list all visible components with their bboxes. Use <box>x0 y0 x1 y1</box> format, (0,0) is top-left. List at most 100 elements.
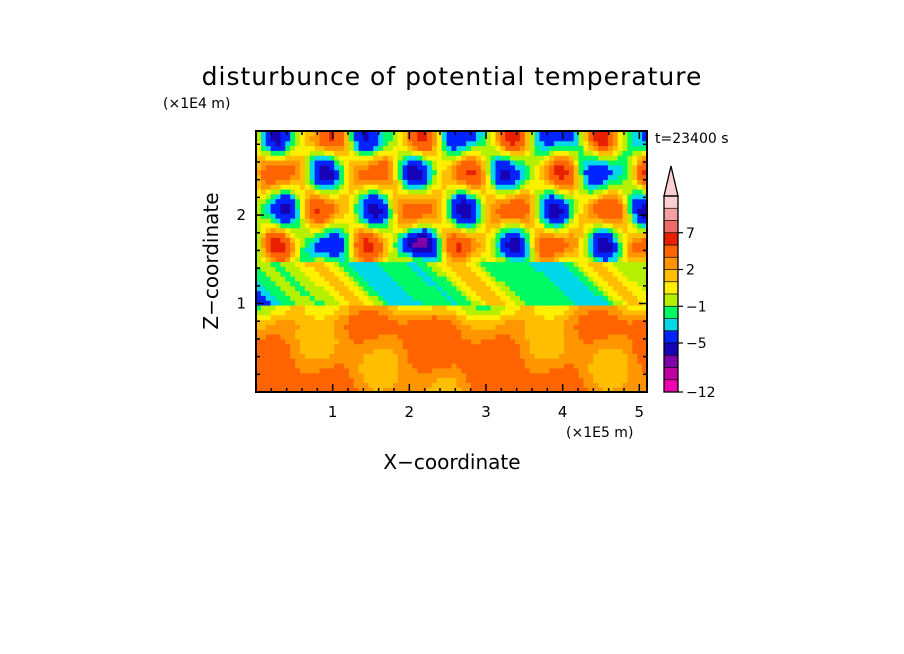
heatmap-cell <box>637 213 643 219</box>
heatmap-cell <box>441 290 448 296</box>
heatmap-cell <box>427 135 433 142</box>
heatmap-cell <box>343 169 350 176</box>
heatmap-cell <box>495 140 501 147</box>
heatmap-cell <box>588 343 594 350</box>
heatmap-cell <box>309 164 316 171</box>
heatmap-cell <box>480 160 487 166</box>
heatmap-cell <box>358 290 365 296</box>
heatmap-cell <box>343 367 350 374</box>
heatmap-cell <box>368 334 374 340</box>
heatmap-cell <box>387 295 394 301</box>
heatmap-cell <box>529 247 536 253</box>
heatmap-cell <box>407 189 413 195</box>
heatmap-cell <box>407 266 413 272</box>
heatmap-cell <box>270 184 277 190</box>
heatmap-cell <box>637 242 643 248</box>
heatmap-cell <box>549 343 555 350</box>
heatmap-cell <box>363 135 370 142</box>
heatmap-cell <box>275 232 282 238</box>
heatmap-cell <box>637 184 643 190</box>
heatmap-cell <box>583 131 589 137</box>
heatmap-cell <box>383 222 389 229</box>
heatmap-cell <box>588 242 594 248</box>
heatmap-cell <box>495 363 501 369</box>
heatmap-cell <box>549 382 555 388</box>
heatmap-cell <box>573 140 580 147</box>
heatmap-cell <box>373 140 379 147</box>
heatmap-cell <box>622 314 629 321</box>
heatmap-cell <box>363 242 370 248</box>
heatmap-cell <box>573 324 580 330</box>
heatmap-cell <box>260 271 267 277</box>
heatmap-cell <box>485 140 492 147</box>
heatmap-cell <box>427 155 433 161</box>
heatmap-cell <box>607 256 614 263</box>
heatmap-cell <box>534 218 541 224</box>
heatmap-cell <box>265 145 272 151</box>
heatmap-cell <box>563 213 570 219</box>
heatmap-cell <box>270 276 277 282</box>
heatmap-cell <box>407 232 413 238</box>
heatmap-cell <box>603 358 609 364</box>
heatmap-cell <box>407 140 413 147</box>
heatmap-cell <box>456 237 462 243</box>
heatmap-cell <box>598 184 604 190</box>
heatmap-cell <box>407 213 413 219</box>
heatmap-cell <box>295 276 301 282</box>
heatmap-cell <box>270 242 277 248</box>
heatmap-cell <box>402 222 409 229</box>
heatmap-cell <box>358 367 365 374</box>
heatmap-cell <box>309 261 316 267</box>
heatmap-cell <box>583 276 589 282</box>
heatmap-cell <box>534 261 541 267</box>
heatmap-cell <box>295 358 301 364</box>
heatmap-cell <box>412 276 418 282</box>
heatmap-cell <box>427 348 433 354</box>
heatmap-cell <box>309 329 316 335</box>
heatmap-cell <box>480 319 487 325</box>
heatmap-cell <box>314 334 321 340</box>
heatmap-cell <box>427 387 433 392</box>
heatmap-cell <box>387 169 394 176</box>
heatmap-cell <box>368 295 374 301</box>
heatmap-cell <box>412 353 418 359</box>
heatmap-cell <box>617 358 624 364</box>
heatmap-cell <box>417 145 423 151</box>
heatmap-cell <box>642 334 647 340</box>
heatmap-cell <box>260 227 267 234</box>
heatmap-cell <box>495 266 501 272</box>
heatmap-cell <box>431 290 438 296</box>
heatmap-cell <box>500 290 506 296</box>
heatmap-cell <box>329 145 335 151</box>
heatmap-cell <box>515 324 521 330</box>
heatmap-cell <box>495 213 501 219</box>
heatmap-cell <box>632 324 638 330</box>
heatmap-cell <box>505 203 511 209</box>
heatmap-cell <box>397 179 404 185</box>
heatmap-cell <box>461 237 467 243</box>
heatmap-cell <box>505 280 511 287</box>
heatmap-cell <box>466 367 472 374</box>
heatmap-cell <box>329 140 335 147</box>
heatmap-cell <box>461 179 467 185</box>
heatmap-cell <box>290 227 296 234</box>
heatmap-cell <box>456 300 462 306</box>
heatmap-cell <box>505 218 511 224</box>
heatmap-cell <box>290 203 296 209</box>
heatmap-cell <box>417 218 423 224</box>
heatmap-cell <box>392 290 399 296</box>
heatmap-cell <box>495 247 501 253</box>
heatmap-cell <box>480 382 487 388</box>
heatmap-cell <box>607 305 614 311</box>
heatmap-cell <box>378 174 384 180</box>
heatmap-cell <box>373 266 379 272</box>
heatmap-cell <box>343 314 350 321</box>
heatmap-cell <box>260 261 267 267</box>
heatmap-cell <box>260 247 267 253</box>
heatmap-cell <box>285 242 291 248</box>
heatmap-cell <box>324 251 330 258</box>
heatmap-cell <box>568 198 575 205</box>
heatmap-cell <box>485 271 492 277</box>
heatmap-cell <box>456 169 462 176</box>
heatmap-cell <box>480 377 487 383</box>
